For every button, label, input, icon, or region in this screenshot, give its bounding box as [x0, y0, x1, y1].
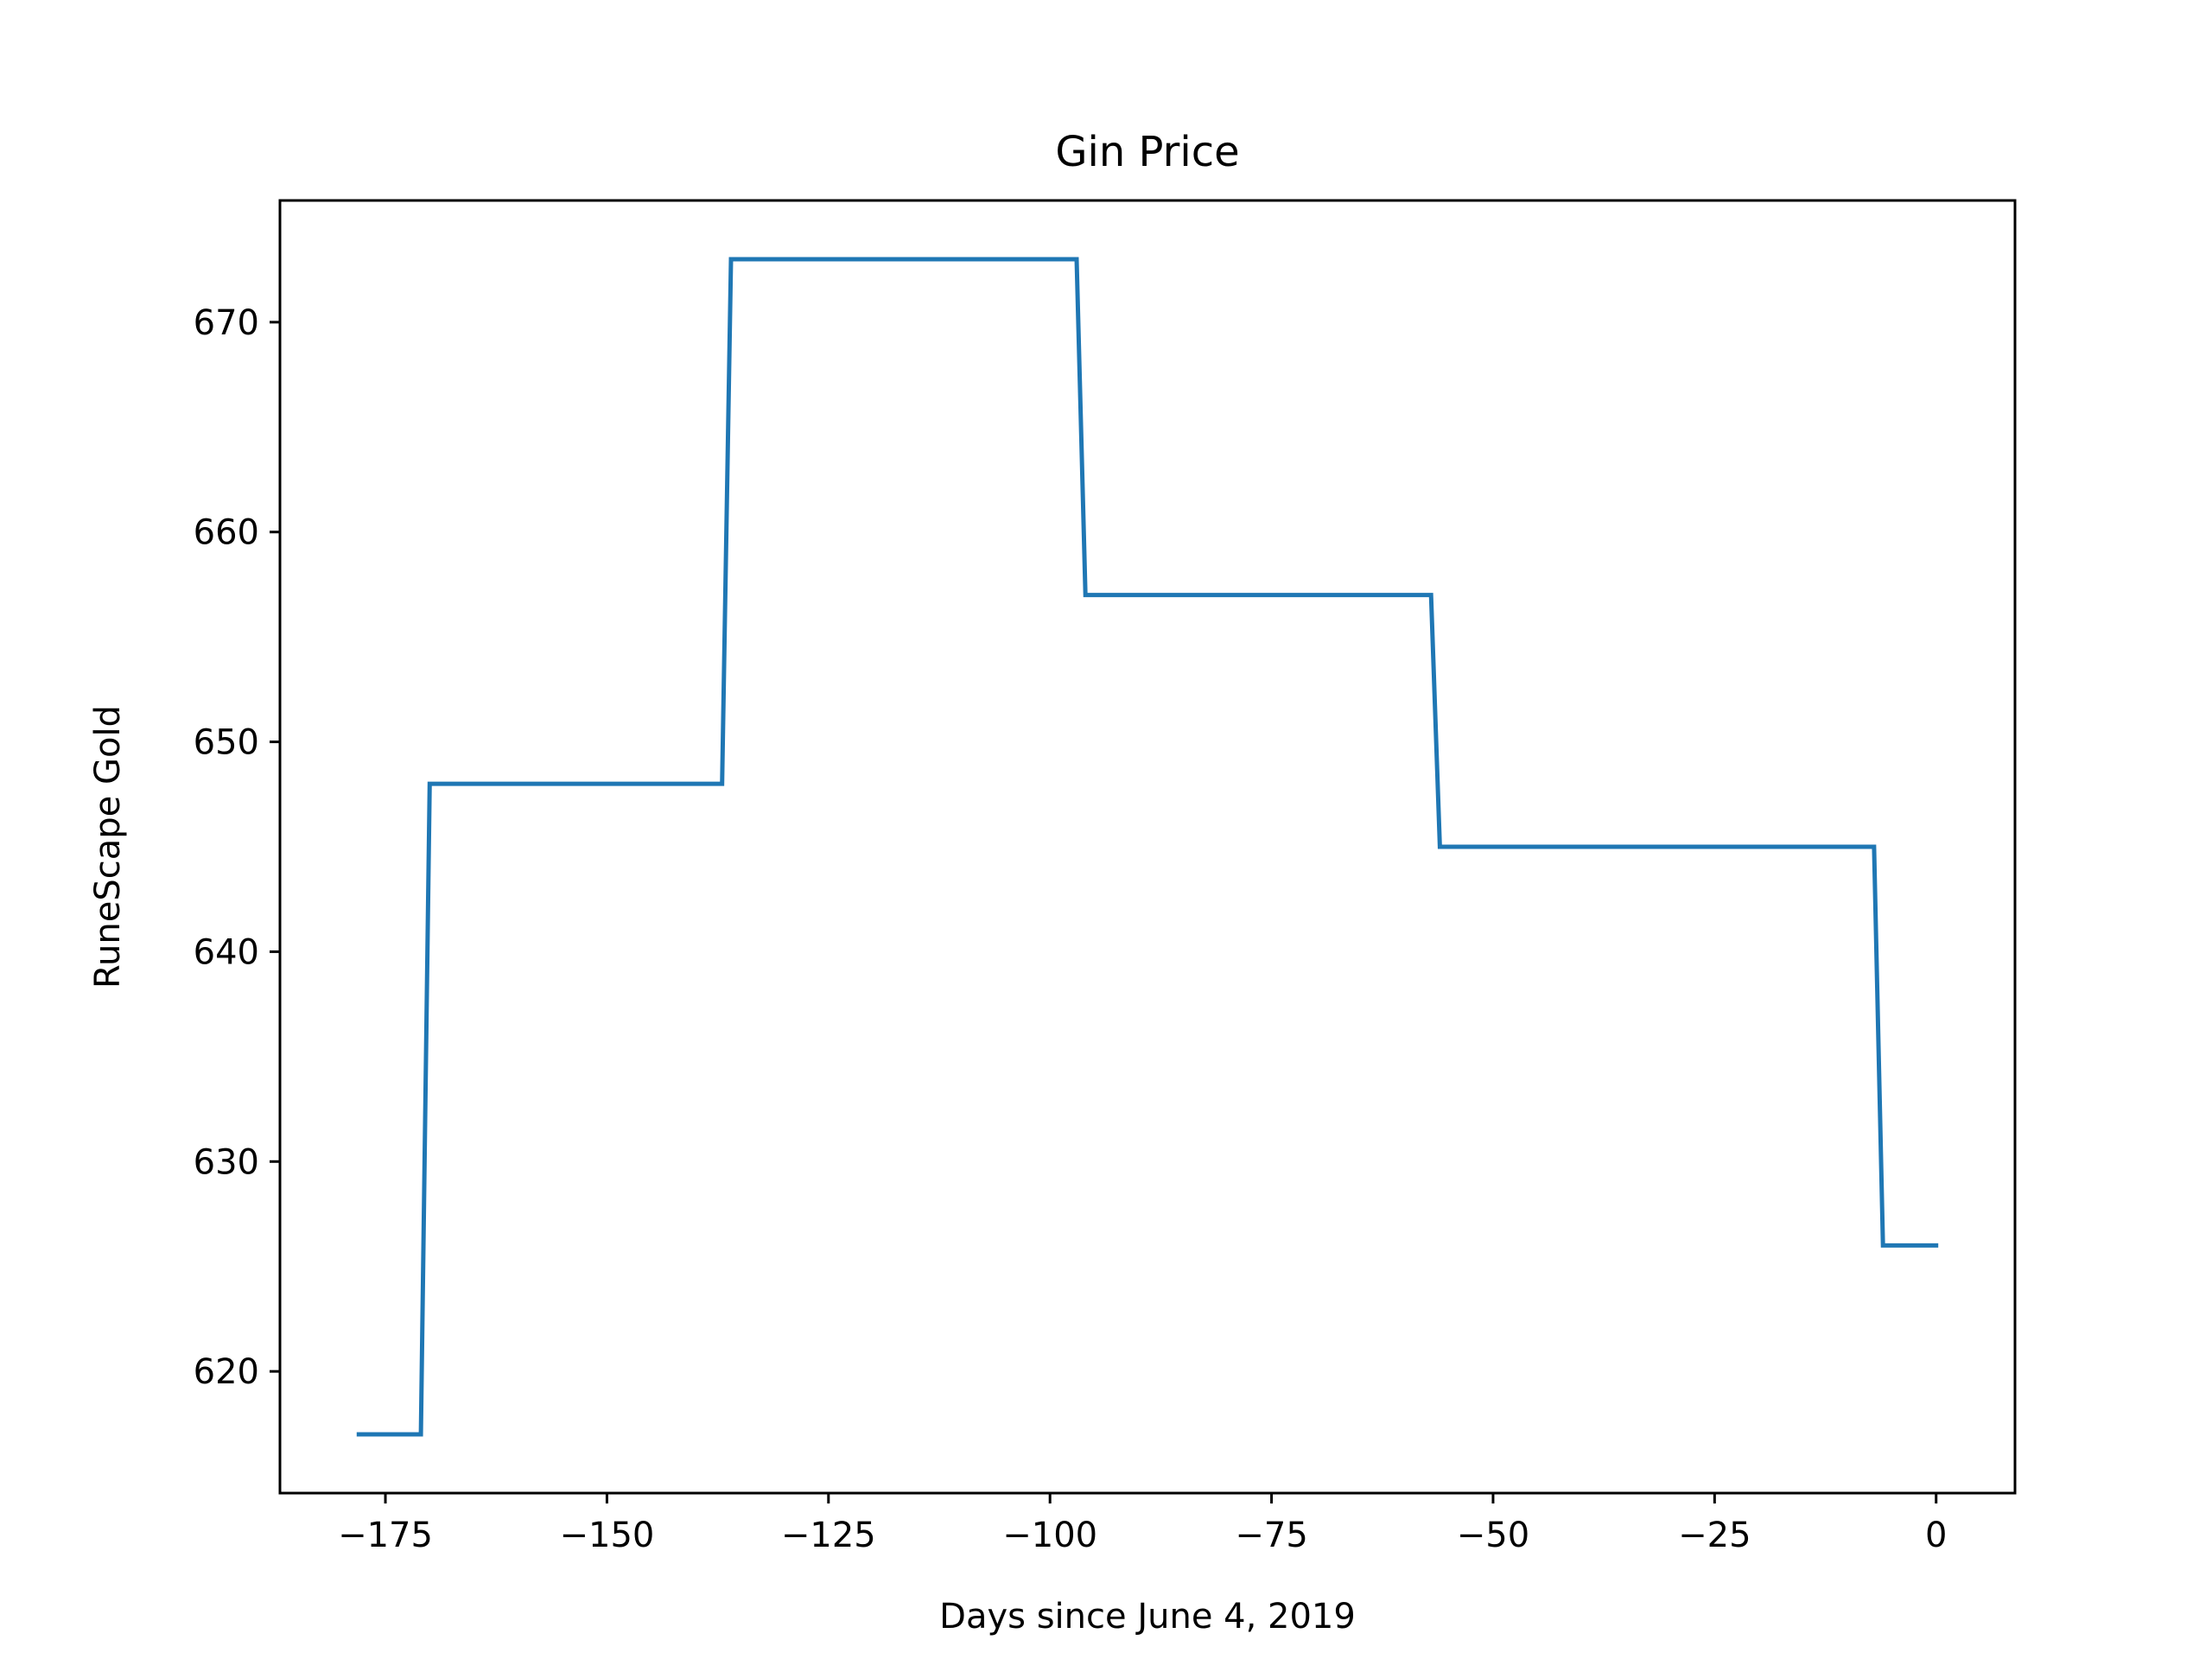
series-line-0	[356, 257, 1939, 1437]
chart-title: Gin Price	[1055, 128, 1239, 176]
y-tick-label: 630	[194, 1142, 259, 1182]
plot-frame	[278, 199, 2017, 1495]
x-tick-label: −75	[1235, 1516, 1307, 1555]
x-tick-label: 0	[1925, 1516, 1947, 1555]
x-tick-label: −25	[1678, 1516, 1751, 1555]
y-tick-label: 660	[194, 513, 259, 553]
y-tick-label: 640	[194, 932, 259, 972]
x-axis-label: Days since June 4, 2019	[939, 1597, 1356, 1637]
x-tick-label: −50	[1457, 1516, 1529, 1555]
y-tick-label: 620	[194, 1352, 259, 1392]
y-tick-label: 670	[194, 303, 259, 343]
y-axis-label: RuneScape Gold	[88, 705, 128, 988]
x-tick-label: −125	[781, 1516, 876, 1555]
x-tick-label: −100	[1002, 1516, 1097, 1555]
x-tick-label: −150	[559, 1516, 654, 1555]
x-axis: −175 −150 −125 −100 −75 −50 −25 0	[338, 1493, 1947, 1555]
y-axis: 620 630 640 650 660 670	[194, 303, 280, 1392]
x-tick-label: −175	[338, 1516, 433, 1555]
y-tick-label: 650	[194, 723, 259, 763]
plot-area	[356, 257, 1939, 1437]
